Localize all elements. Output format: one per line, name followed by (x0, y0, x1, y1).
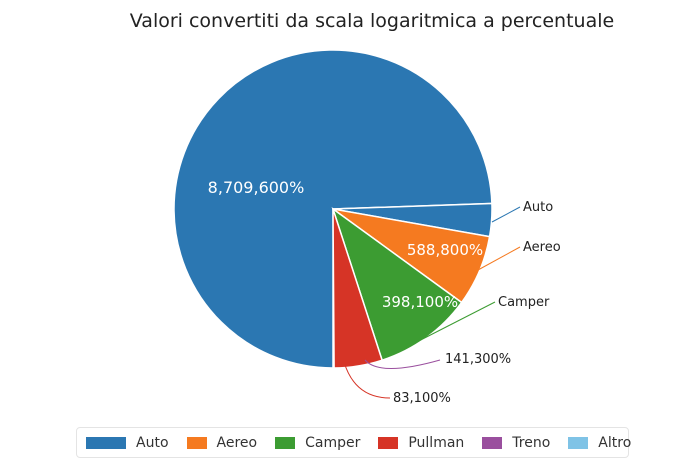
legend-swatch (378, 436, 399, 449)
leader-camper (404, 301, 496, 349)
outer-label-treno: 141,300% (445, 352, 511, 367)
leader-aereo (477, 246, 521, 271)
leader-auto (491, 206, 521, 223)
legend-item-altro[interactable]: Altro (568, 435, 631, 451)
outer-label-pullman: 83,100% (393, 391, 451, 406)
slice-label-camper: 398,100% (382, 293, 458, 311)
legend-label: Aereo (216, 434, 258, 451)
legend-item-camper[interactable]: Camper (275, 435, 360, 451)
legend-label: Pullman (408, 434, 465, 451)
legend-swatch (482, 436, 503, 449)
slice-label-auto: 8,709,600% (208, 178, 305, 197)
legend-label: Camper (305, 434, 361, 451)
slice-camper (331, 207, 463, 362)
outer-label-camper: Camper (498, 295, 550, 310)
legend-label: Treno (512, 434, 551, 451)
outer-label-aereo: Aereo (523, 240, 561, 255)
legend-item-aereo[interactable]: Aereo (186, 434, 258, 451)
legend: Auto Aereo Camper Pullman Treno Altro (76, 427, 631, 458)
chart-title: Valori convertiti da scala logaritmica a… (130, 10, 614, 32)
outer-label-auto: Auto (523, 200, 553, 215)
legend-item-pullman[interactable]: Pullman (378, 435, 464, 451)
legend-item-auto[interactable]: Auto (86, 435, 169, 451)
legend-item-treno[interactable]: Treno (482, 435, 550, 451)
slice-label-aereo: 588,800% (407, 241, 483, 259)
legend-label: Altro (598, 434, 632, 451)
legend-label: Auto (136, 434, 169, 451)
legend-swatch (568, 436, 589, 449)
slice-pullman (332, 208, 384, 369)
legend-swatch (186, 436, 207, 449)
leader-pullman (343, 361, 391, 399)
legend-swatch (86, 436, 126, 449)
leader-treno (364, 359, 441, 369)
legend-swatch (275, 436, 296, 449)
